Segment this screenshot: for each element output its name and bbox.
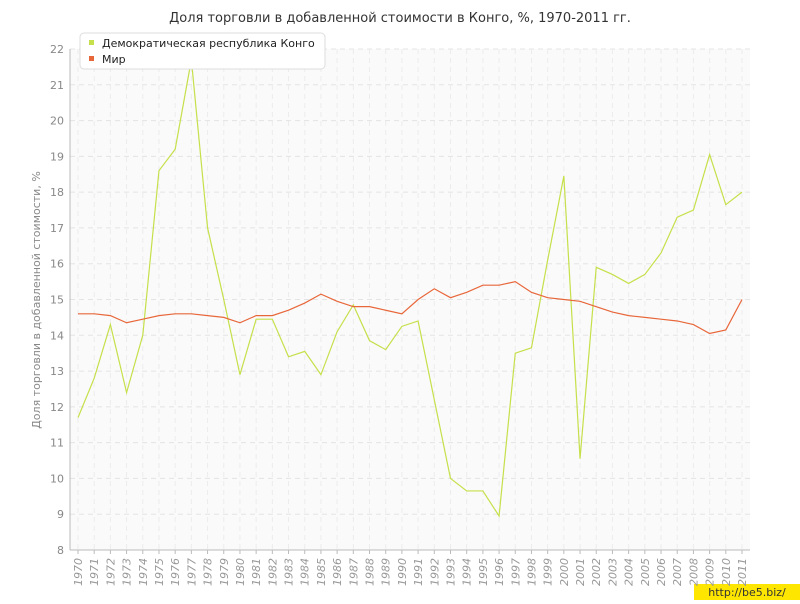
x-tick-label: 1989 [380,558,393,586]
x-tick-label: 1983 [283,558,296,586]
x-tick-label: 1972 [104,558,117,586]
x-tick-label: 2009 [704,558,717,586]
x-tick-label: 2003 [606,558,619,586]
x-tick-label: 1995 [477,558,490,586]
x-tick-label: 1985 [315,558,328,586]
chart-title: Доля торговли в добавленной стоимости в … [169,11,631,26]
x-tick-label: 2011 [736,558,749,586]
y-axis-label: Доля торговли в добавленной стоимости, % [30,171,43,429]
x-tick-label: 1976 [169,558,182,586]
y-tick-label: 21 [50,79,64,92]
x-tick-label: 1999 [542,558,555,586]
legend-swatch [89,40,94,45]
x-tick-label: 1991 [412,558,425,586]
legend-box [79,32,326,70]
x-tick-label: 2008 [687,558,700,586]
x-tick-label: 1990 [396,558,409,586]
x-tick-label: 1996 [493,558,506,586]
series-line [78,280,743,335]
x-tick-label: 1975 [153,558,166,586]
x-tick-label: 1984 [299,558,312,586]
y-tick-label: 20 [50,115,64,128]
x-tick-label: 1982 [266,558,279,586]
y-tick-label: 18 [50,186,64,199]
y-tick-label: 12 [50,401,64,414]
x-tick-label: 1997 [509,558,522,586]
x-tick-label: 2010 [720,558,733,586]
x-tick-label: 1971 [88,558,101,586]
legend-label: Демократическая республика Конго [102,37,315,50]
x-tick-label: 2002 [590,558,603,586]
x-tick-label: 1988 [364,558,377,586]
y-tick-label: 16 [50,258,64,271]
y-tick-label: 19 [50,150,64,163]
legend-label: Мир [102,53,126,66]
legend-swatch [89,56,94,61]
x-tick-label: 1998 [525,558,538,586]
y-tick-label: 10 [50,472,64,485]
x-tick-label: 1973 [121,558,134,586]
x-tick-label: 1986 [331,558,344,586]
x-tick-label: 1979 [218,558,231,586]
x-tick-label: 1992 [428,558,441,586]
y-tick-label: 8 [57,544,64,557]
y-tick-label: 22 [50,43,64,56]
x-tick-label: 1993 [444,558,457,586]
x-tick-label: 2000 [558,558,571,586]
x-tick-label: 2004 [623,558,636,586]
y-tick-label: 14 [50,329,64,342]
plot-area [70,49,750,550]
x-tick-label: 1977 [185,558,198,586]
legend: Демократическая республика Конго Мир [79,32,326,70]
y-tick-label: 17 [50,222,64,235]
series-line [77,59,743,518]
x-tick-label: 2006 [655,558,668,586]
y-tick-label: 13 [50,365,64,378]
x-tick-label: 1974 [137,558,150,586]
x-tick-label: 1987 [347,558,360,586]
y-tick-label: 9 [57,508,64,521]
watermark-bg [694,584,800,600]
x-tick-label: 2007 [671,558,684,586]
y-tick-label: 11 [50,437,64,450]
x-tick-label: 1970 [72,558,85,586]
x-tick-label: 1978 [202,558,215,586]
x-tick-label: 1981 [250,558,263,586]
x-tick-label: 1980 [234,558,247,586]
watermark: http://be5.biz/ [708,586,786,599]
x-tick-label: 2001 [574,558,587,586]
x-tick-label: 2005 [639,558,652,586]
x-tick-label: 1994 [461,558,474,586]
y-tick-label: 15 [50,294,64,307]
